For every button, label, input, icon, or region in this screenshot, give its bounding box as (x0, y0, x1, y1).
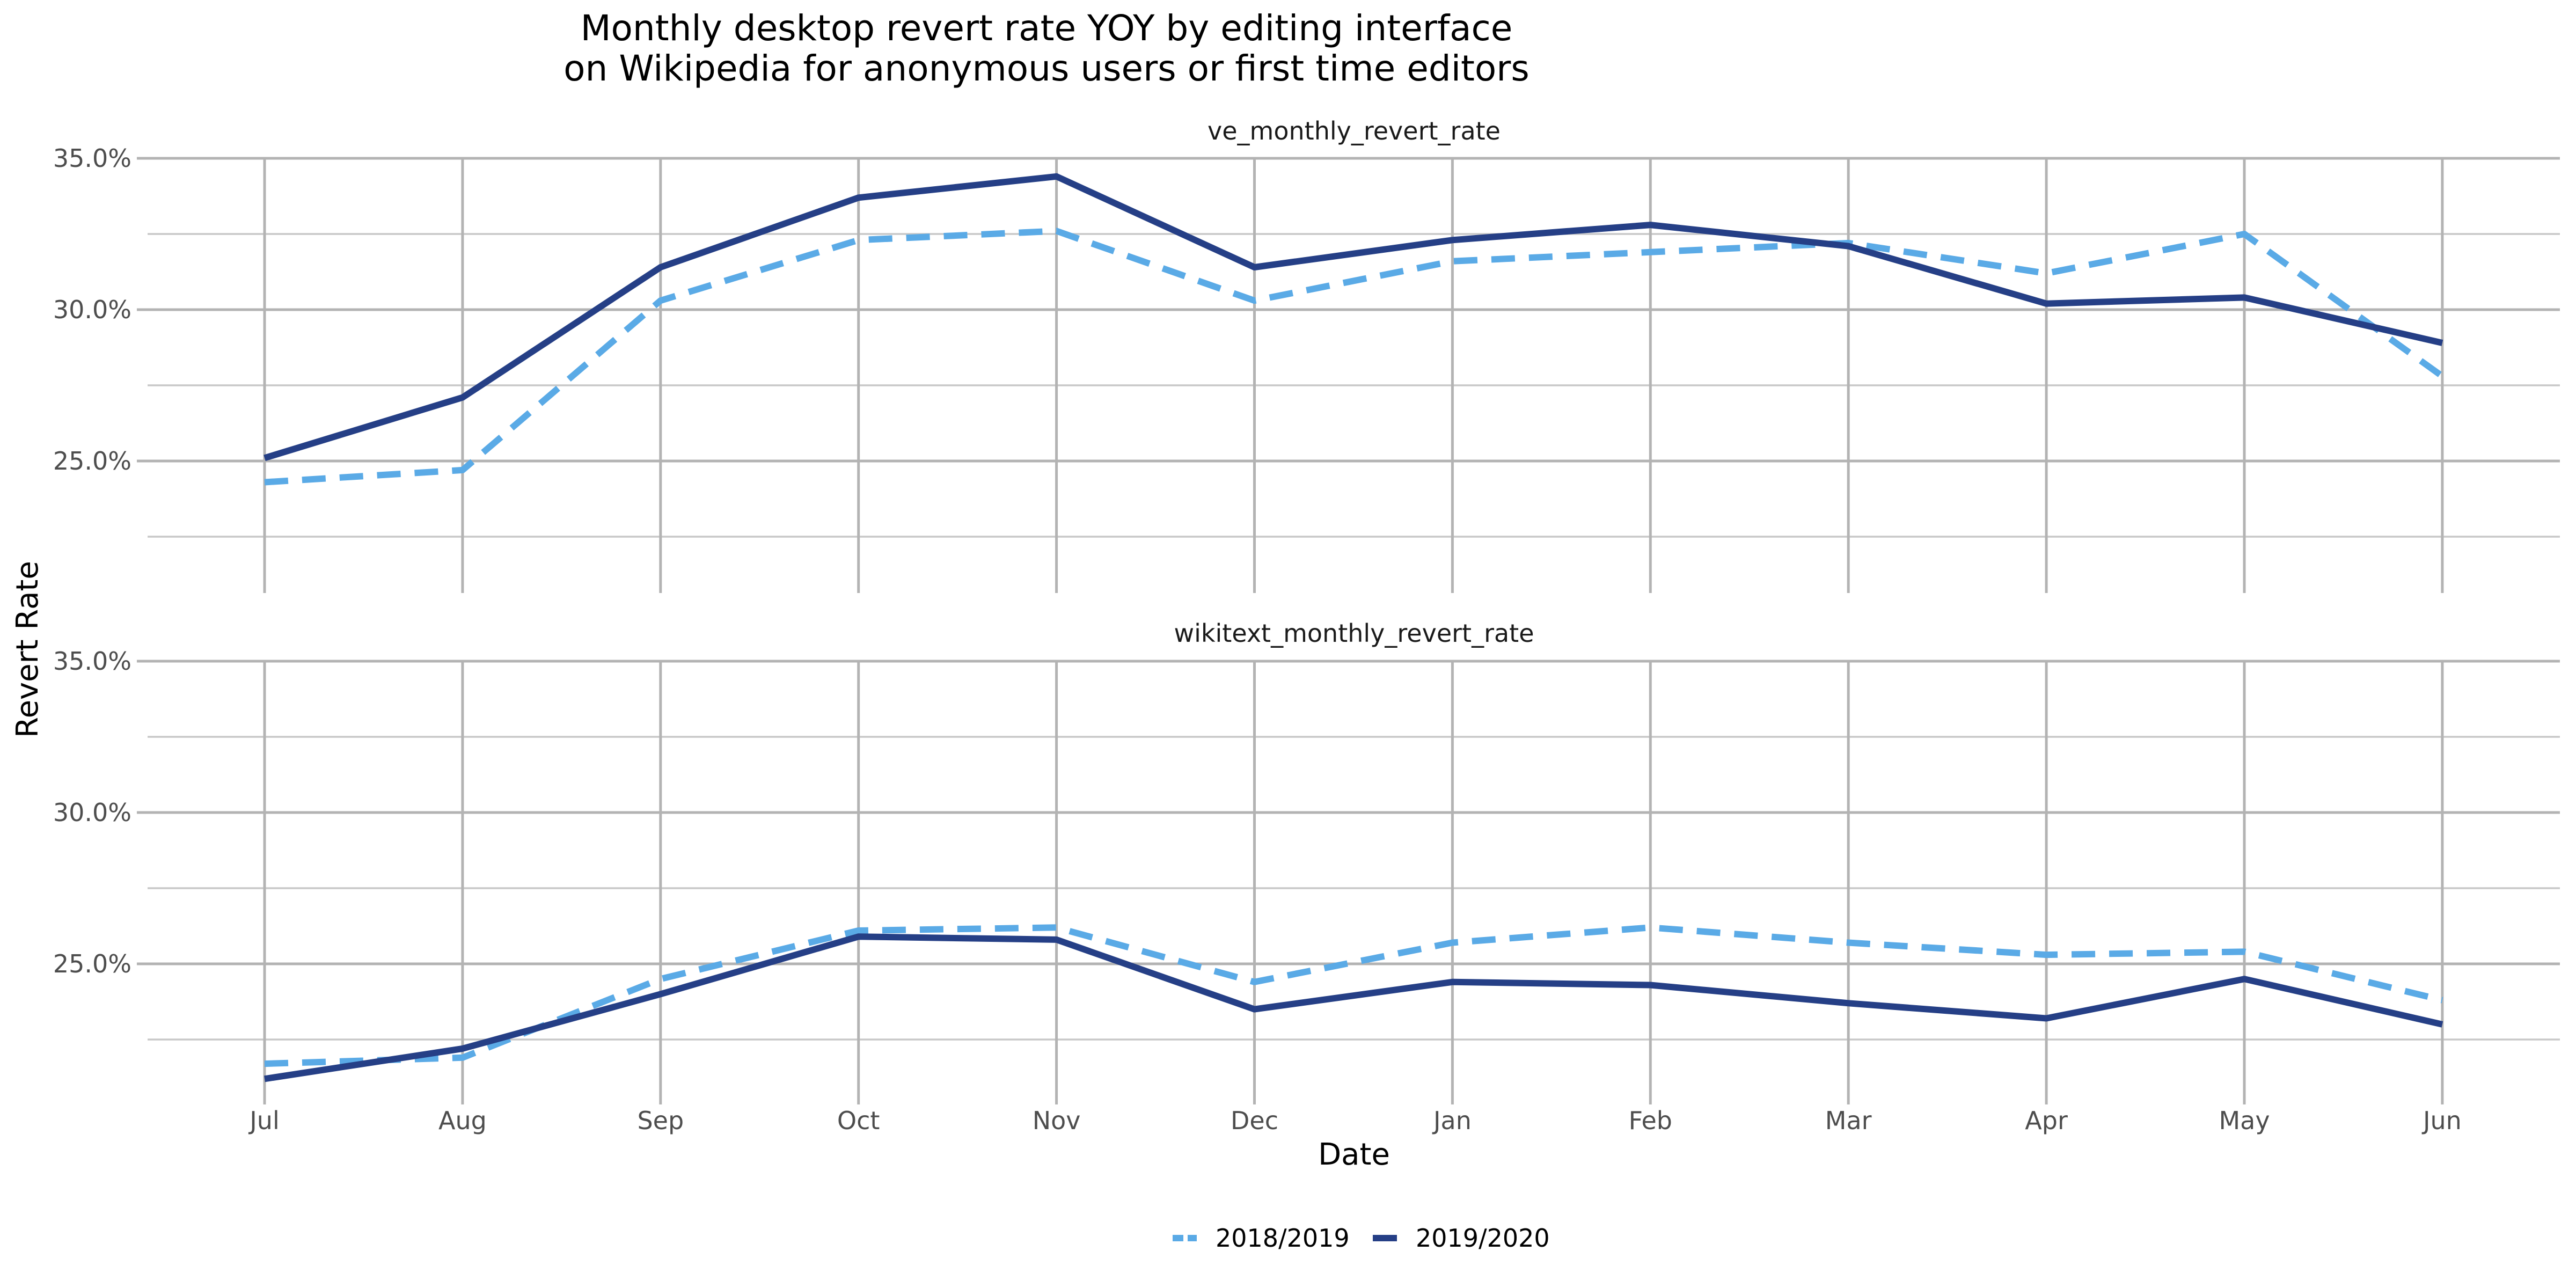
panels: ve_monthly_revert_rate35.0%30.0%25.0%wik… (53, 116, 2560, 1135)
x-tick-label: Feb (1629, 1106, 1672, 1135)
x-tick-label: Sep (637, 1106, 684, 1135)
legend-label: 2018/2019 (1216, 1224, 1350, 1253)
x-tick-label: Dec (1231, 1106, 1278, 1135)
x-tick-label: Jan (1432, 1106, 1472, 1135)
series-line-2018-2019 (264, 228, 2445, 486)
x-tick-label: Aug (438, 1106, 487, 1135)
y-tick-label: 25.0% (53, 447, 131, 475)
legend-label: 2019/2020 (1416, 1224, 1550, 1253)
panel-ve_monthly_revert_rate: ve_monthly_revert_rate 35.0% 30.0% 25.0% (53, 116, 2560, 593)
x-tick-label: Oct (837, 1106, 880, 1135)
series-line-2019-2020 (264, 933, 2443, 1082)
x-tick-label: Jul (248, 1106, 280, 1135)
y-tick-label: 30.0% (53, 295, 131, 324)
x-tick-label: Apr (2025, 1106, 2068, 1135)
panel-strip-label: ve_monthly_revert_rate (1208, 116, 1501, 145)
y-axis-title: Revert Rate (10, 561, 45, 738)
series-line-2019-2020 (264, 173, 2443, 462)
legend-item-2019-2020: 2019/2020 (1373, 1224, 1550, 1253)
x-tick-label: Mar (1825, 1106, 1872, 1135)
legend: 2018/2019 2019/2020 (1173, 1224, 1550, 1253)
panel-strip-label: wikitext_monthly_revert_rate (1174, 619, 1534, 648)
panel-wikitext_monthly_revert_rate: wikitext_monthly_revert_rate 35.0% 30.0% 25… (53, 619, 2560, 1095)
y-tick-label: 25.0% (53, 949, 131, 978)
x-axis-title: Date (1318, 1137, 1390, 1172)
y-tick-label: 35.0% (53, 647, 131, 676)
y-tick-label: 35.0% (53, 144, 131, 173)
legend-item-2018-2019: 2018/2019 (1173, 1224, 1350, 1253)
y-tick-label: 30.0% (53, 798, 131, 827)
chart-title-line1: Monthly desktop revert rate YOY by editi… (581, 8, 1513, 49)
x-tick-label: Nov (1033, 1106, 1081, 1135)
series-line-2018-2019 (264, 924, 2443, 1067)
chart-title-line2: on Wikipedia for anonymous users or firs… (564, 48, 1529, 89)
x-tick-label: Jun (2421, 1106, 2462, 1135)
x-axis: Jul Aug Sep Oct Nov Dec Jan Feb Mar Apr May Jun (248, 1095, 2462, 1135)
x-tick-label: May (2219, 1106, 2270, 1135)
